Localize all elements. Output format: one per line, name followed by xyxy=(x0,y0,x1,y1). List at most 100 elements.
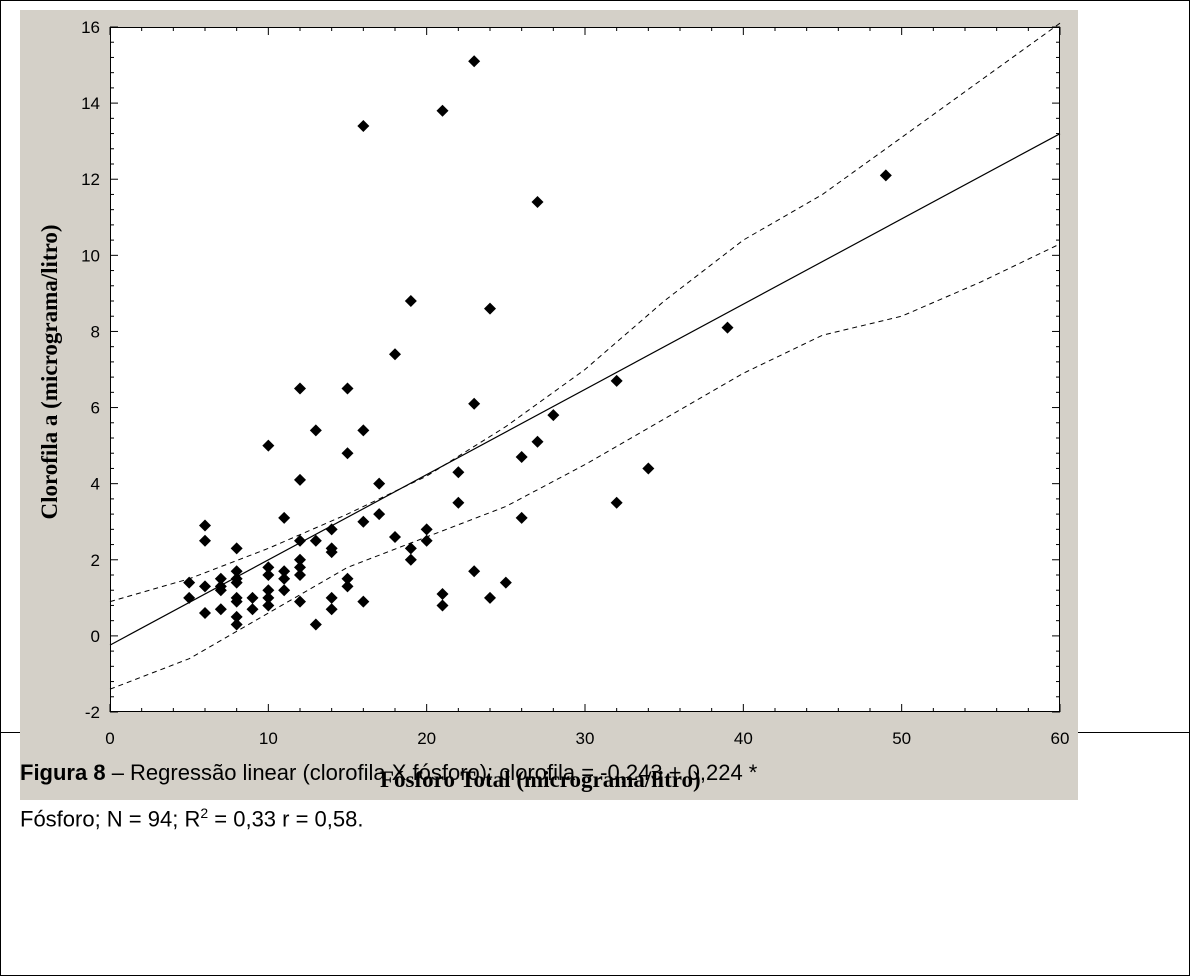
data-point xyxy=(230,610,243,623)
data-point xyxy=(452,496,465,509)
y-tick-label: -2 xyxy=(85,703,100,722)
data-point xyxy=(278,572,291,585)
data-point xyxy=(436,599,449,612)
data-point xyxy=(294,553,306,566)
y-tick-label: 4 xyxy=(91,475,100,494)
data-point xyxy=(294,569,306,581)
data-point xyxy=(515,451,528,464)
caption-text-2a: Fósforo; N = 94; R xyxy=(20,806,201,832)
data-point xyxy=(468,397,481,410)
lower-confidence-line xyxy=(109,243,1061,690)
data-point xyxy=(373,477,386,490)
data-point xyxy=(262,591,275,604)
data-point xyxy=(278,511,291,524)
data-point xyxy=(642,462,655,475)
upper-confidence-line xyxy=(109,22,1061,603)
data-point xyxy=(294,534,306,547)
x-tick-label: 10 xyxy=(259,729,278,748)
data-point xyxy=(262,599,275,612)
data-point xyxy=(610,374,623,387)
data-point xyxy=(230,542,243,555)
x-tick-label: 40 xyxy=(734,729,753,748)
y-tick-label: 0 xyxy=(91,627,100,646)
data-point xyxy=(183,576,196,589)
data-point xyxy=(531,196,544,209)
data-point xyxy=(246,603,259,616)
data-point xyxy=(879,169,892,182)
y-tick-label: 10 xyxy=(81,246,100,265)
y-tick-label: 8 xyxy=(91,322,100,341)
data-point xyxy=(468,55,481,68)
data-point xyxy=(214,572,227,585)
data-point xyxy=(404,542,417,555)
data-point xyxy=(357,424,370,437)
x-tick-label: 30 xyxy=(576,729,595,748)
y-tick-label: 12 xyxy=(81,170,100,189)
data-point xyxy=(262,569,275,581)
data-point xyxy=(357,595,370,608)
data-point xyxy=(484,591,496,604)
y-tick-label: 6 xyxy=(91,399,100,418)
y-tick-label: 2 xyxy=(91,551,100,570)
data-point xyxy=(294,473,306,486)
y-axis-label: Clorofila a (micrograma/litro) xyxy=(37,224,62,520)
data-point xyxy=(389,348,401,361)
figure-label: Figura 8 xyxy=(20,760,106,785)
x-axis-label: Fósforo Total (micrograma/litro) xyxy=(380,767,701,792)
data-point xyxy=(230,576,243,589)
data-point xyxy=(309,618,322,631)
data-point xyxy=(325,546,338,559)
data-point xyxy=(436,104,449,117)
caption-superscript: 2 xyxy=(200,805,209,821)
data-point xyxy=(357,119,370,132)
x-tick-label: 50 xyxy=(892,729,911,748)
data-point xyxy=(468,565,481,578)
data-point xyxy=(341,572,354,585)
x-tick-label: 0 xyxy=(105,729,114,748)
data-point xyxy=(341,447,354,460)
data-point xyxy=(262,584,275,597)
y-tick-label: 16 xyxy=(81,18,100,37)
data-point xyxy=(246,591,259,604)
data-point xyxy=(610,496,623,509)
y-axis-label-wrap: Clorofila a (micrograma/litro) xyxy=(30,92,70,652)
data-point xyxy=(278,584,291,597)
data-point xyxy=(325,591,338,604)
x-tick-label: 60 xyxy=(1051,729,1070,748)
data-point xyxy=(357,515,370,528)
caption-line-2: Fósforo; N = 94; R2 = 0,33 r = 0,58. xyxy=(20,793,1170,839)
data-point xyxy=(294,382,306,395)
data-point xyxy=(199,519,211,532)
data-point xyxy=(404,553,417,566)
data-point xyxy=(309,534,322,547)
data-point xyxy=(499,576,512,589)
data-point xyxy=(199,534,211,547)
data-point xyxy=(373,508,386,521)
data-point xyxy=(389,530,401,543)
data-point xyxy=(325,603,338,616)
data-point xyxy=(309,424,322,437)
data-point xyxy=(262,439,275,452)
data-point xyxy=(721,321,734,334)
data-point xyxy=(214,603,227,616)
x-tick-label: 20 xyxy=(417,729,436,748)
figure-caption: Figura 8 – Regressão linear (clorofila X… xyxy=(20,752,1170,839)
data-point xyxy=(404,295,417,307)
data-point xyxy=(341,580,354,593)
data-point xyxy=(452,466,465,479)
data-point xyxy=(262,561,275,574)
data-point xyxy=(436,588,449,601)
data-point xyxy=(515,511,528,524)
data-point xyxy=(294,561,306,574)
regression-line xyxy=(109,133,1061,646)
data-point xyxy=(341,382,354,395)
caption-line-1: Figura 8 – Regressão linear (clorofila X… xyxy=(20,752,1170,793)
caption-text-1: – Regressão linear (clorofila X fósforo)… xyxy=(105,760,758,785)
data-point xyxy=(484,302,496,315)
data-point xyxy=(199,580,211,593)
data-point xyxy=(230,595,243,608)
data-point xyxy=(278,565,291,578)
data-point xyxy=(531,435,544,448)
data-point xyxy=(420,523,433,536)
